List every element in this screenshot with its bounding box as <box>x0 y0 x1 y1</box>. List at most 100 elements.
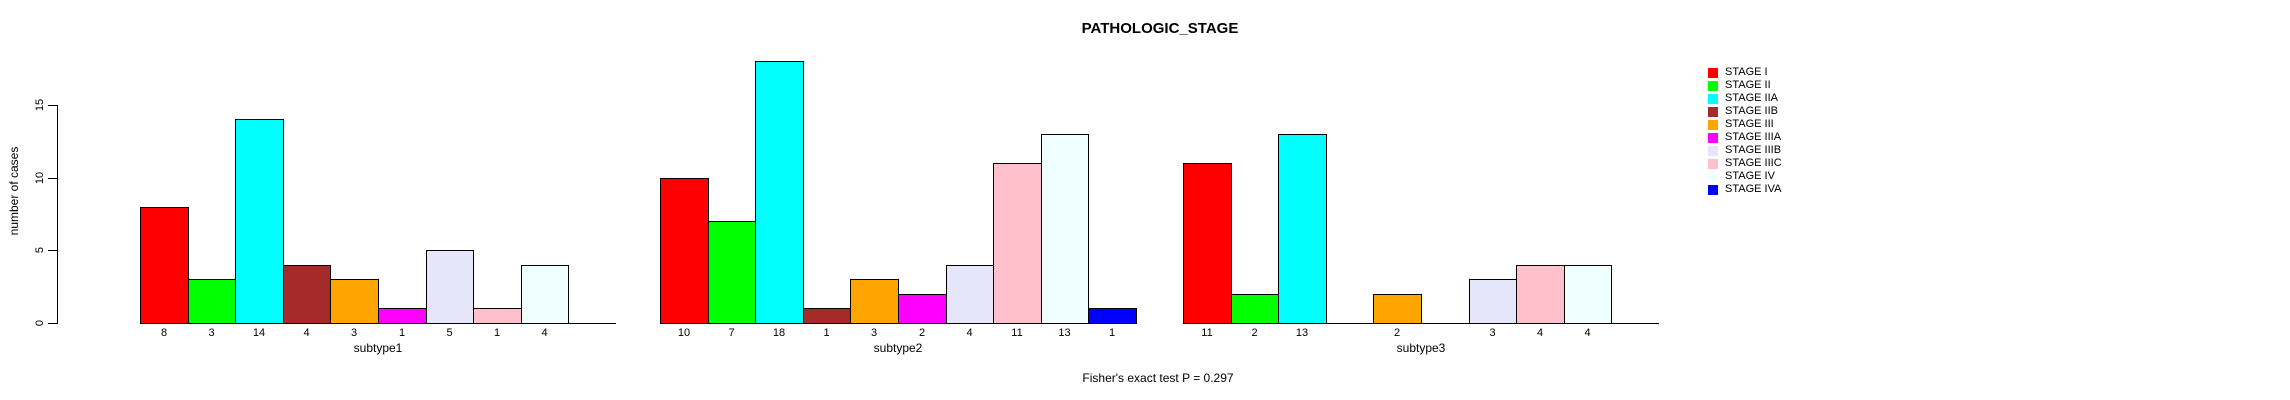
y-tick-label: 15 <box>34 98 46 112</box>
group-label-subtype2: subtype2 <box>873 341 923 355</box>
legend-item-label: STAGE IVA <box>1725 183 1782 195</box>
legend-swatch <box>1708 93 1718 104</box>
legend-item-label: STAGE IIB <box>1725 105 1778 117</box>
bar-stage-iiic <box>993 163 1042 324</box>
legend-item: STAGE IV <box>1708 170 1782 183</box>
bar-stage-iia <box>755 61 804 324</box>
legend-item-label: STAGE IV <box>1725 170 1775 182</box>
bar-value-label: 2 <box>918 327 926 339</box>
bar-value-label: 2 <box>1251 327 1258 339</box>
bar-stage-iii <box>850 279 899 324</box>
legend-swatch <box>1708 67 1718 78</box>
bar-value-label: 1 <box>1108 327 1116 339</box>
bar-stage-iiic <box>473 308 522 324</box>
bar-value-label: 1 <box>398 327 406 339</box>
bar-value-label: 4 <box>303 327 310 339</box>
bar-stage-iia <box>235 119 284 324</box>
y-tick-mark <box>48 250 57 251</box>
bar-stage-i <box>1183 163 1232 324</box>
bar-stage-iiia <box>378 308 427 324</box>
legend-item-label: STAGE IIIB <box>1725 144 1782 156</box>
bar-value-label: 4 <box>1536 327 1544 339</box>
bar-stage-i <box>660 178 709 324</box>
bar-value-label: 8 <box>160 327 168 339</box>
bar-value-label: 4 <box>541 327 548 339</box>
chart-title: PATHOLOGIC_STAGE <box>1081 20 1239 37</box>
legend-swatch <box>1708 106 1718 117</box>
bar-value-label: 3 <box>350 327 358 339</box>
bar-stage-i <box>140 207 189 324</box>
y-axis-line <box>57 105 58 324</box>
bar-stage-ii <box>708 221 756 324</box>
bar-stage-iv <box>1041 134 1089 324</box>
bar-group-subtype1: 8 3 14 4 3 1 5 1 4 subtype1 <box>140 0 616 400</box>
y-tick-mark <box>48 323 57 324</box>
bar-stage-iib <box>283 265 331 324</box>
y-tick-label: 5 <box>34 246 46 254</box>
bar-value-label: 14 <box>252 327 266 339</box>
bar-value-label: 18 <box>772 327 786 339</box>
legend-item: STAGE II <box>1708 79 1782 92</box>
bar-value-label: 3 <box>1489 327 1496 339</box>
legend-item: STAGE IIB <box>1708 105 1782 118</box>
legend-swatch <box>1708 158 1718 169</box>
bar-stage-iv <box>521 265 569 324</box>
legend-swatch <box>1708 80 1718 91</box>
bar-value-label: 2 <box>1393 327 1401 339</box>
bar-stage-iiib <box>946 265 994 324</box>
legend-swatch <box>1708 119 1718 130</box>
bar-group-subtype2: 10 7 18 1 3 2 4 11 13 1 subtype2 <box>660 0 1137 400</box>
y-tick-mark <box>48 105 57 106</box>
bar-value-label: 11 <box>1011 327 1023 339</box>
bar-value-label: 1 <box>493 327 501 339</box>
group-label-subtype1: subtype1 <box>353 341 403 355</box>
legend-item-label: STAGE IIIC <box>1725 157 1782 169</box>
bar-value-label: 7 <box>728 327 735 339</box>
bar-stage-iiib <box>1469 279 1517 324</box>
legend-item-label: STAGE IIA <box>1725 92 1778 104</box>
legend: STAGE I STAGE II STAGE IIA STAGE IIB STAGE I… <box>1708 66 1782 196</box>
bar-stage-iiia <box>898 294 947 324</box>
bar-value-label: 4 <box>1584 327 1591 339</box>
legend-item-label: STAGE II <box>1725 79 1771 91</box>
bar-value-label: 5 <box>446 327 453 339</box>
legend-swatch <box>1708 171 1718 182</box>
bar-stage-iib <box>803 308 851 324</box>
bar-stage-iiib <box>426 250 474 324</box>
bar-group-subtype3: 11 2 13 2 3 4 4 subtype3 <box>1183 0 1659 400</box>
bar-value-label: 4 <box>966 327 973 339</box>
legend-swatch <box>1708 145 1718 156</box>
legend-item: STAGE IIIC <box>1708 157 1782 170</box>
bar-value-label: 13 <box>1295 327 1309 339</box>
bar-value-label: 10 <box>677 327 691 339</box>
legend-item: STAGE IVA <box>1708 183 1782 196</box>
bar-stage-iia <box>1278 134 1327 324</box>
y-tick-label: 10 <box>34 171 46 185</box>
fisher-test-annotation: Fisher's exact test P = 0.297 <box>1082 371 1234 385</box>
legend-swatch <box>1708 132 1718 143</box>
y-axis-label: number of cases <box>7 146 21 236</box>
group-label-subtype3: subtype3 <box>1396 341 1446 355</box>
bar-value-label: 3 <box>208 327 215 339</box>
bar-stage-ii <box>1231 294 1279 324</box>
bar-stage-iv <box>1564 265 1612 324</box>
legend-item: STAGE IIA <box>1708 92 1782 105</box>
bar-value-label: 3 <box>870 327 878 339</box>
bar-value-label: 11 <box>1201 327 1213 339</box>
legend-item: STAGE I <box>1708 66 1782 79</box>
legend-item-label: STAGE I <box>1725 66 1768 78</box>
legend-item-label: STAGE IIIA <box>1725 131 1782 143</box>
legend-item: STAGE IIIB <box>1708 144 1782 157</box>
legend-item: STAGE III <box>1708 118 1782 131</box>
bar-value-label: 1 <box>823 327 830 339</box>
bar-stage-ii <box>188 279 236 324</box>
legend-item-label: STAGE III <box>1725 118 1774 130</box>
bar-stage-iiic <box>1516 265 1565 324</box>
bar-stage-iii <box>330 279 379 324</box>
y-tick-label: 0 <box>34 319 46 327</box>
bar-stage-iva <box>1088 308 1137 324</box>
bar-value-label: 13 <box>1058 327 1071 339</box>
bar-stage-iii <box>1373 294 1422 324</box>
legend-item: STAGE IIIA <box>1708 131 1782 144</box>
